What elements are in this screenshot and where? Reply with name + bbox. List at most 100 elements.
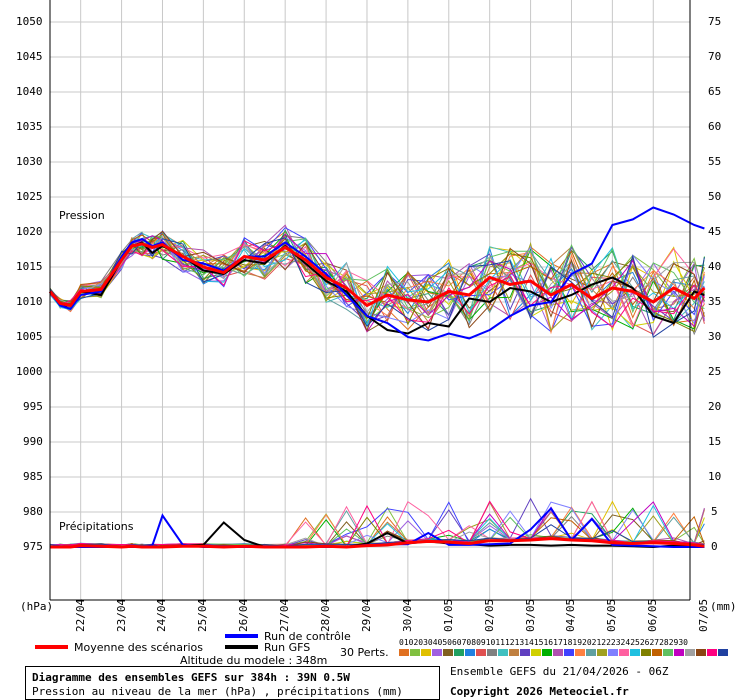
right-tick-label: 5 [711,505,718,518]
left-tick-label: 1005 [16,330,43,343]
chart-axes [49,0,691,601]
left-tick-label: 995 [23,400,43,413]
pert-swatch [674,649,684,656]
pert-swatch [718,649,728,656]
x-tick-label: 22/04 [73,598,87,632]
chart-subtitle: Pression au niveau de la mer (hPa) , pré… [32,685,403,698]
pert-swatch [432,649,442,656]
pert-swatch [487,649,497,656]
right-tick-label: 35 [708,295,722,308]
x-tick-label: 06/05 [646,598,660,632]
x-tick-label: 05/05 [605,598,619,632]
right-tick-label: 60 [708,120,722,133]
pert-swatch [399,649,409,656]
right-tick-label: 20 [708,400,722,413]
pert-swatch [421,649,431,656]
right-tick-label: 10 [708,470,722,483]
left-tick-label: 980 [23,505,43,518]
pert-swatch [465,649,475,656]
pert-swatch [575,649,585,656]
pert-swatch [641,649,651,656]
pert-swatch [564,649,574,656]
x-tick-label: 30/04 [400,598,414,632]
ensemble-info: Ensemble GEFS du 21/04/2026 - 06Z [450,665,669,678]
right-tick-label: 70 [708,50,722,63]
right-tick-label: 50 [708,190,722,203]
left-tick-label: 1015 [16,260,43,273]
left-tick-label: 990 [23,435,43,448]
right-tick-label: 15 [708,435,722,448]
pert-swatch [553,649,563,656]
left-tick-label: 1045 [16,50,43,63]
control-pressure-line [49,206,705,342]
left-tick-label: 1010 [16,295,43,308]
left-tick-label: 1050 [16,15,43,28]
x-tick-label: 07/05 [697,598,711,632]
right-tick-label: 55 [708,155,722,168]
pert-swatch [542,649,552,656]
legend-control-label: Run de contrôle [264,630,351,643]
mean-precip-line [50,537,705,549]
right-tick-label: 65 [708,85,722,98]
x-tick-label: 25/04 [196,598,210,632]
left-tick-label: 1030 [16,155,43,168]
x-tick-label: 27/04 [278,598,292,632]
right-tick-label: 25 [708,365,722,378]
right-tick-label: 30 [708,330,722,343]
x-tick-label: 23/04 [114,598,128,632]
pert-swatch [586,649,596,656]
pert-swatch [454,649,464,656]
left-tick-label: 1040 [16,85,43,98]
pert-swatch [520,649,530,656]
right-tick-label: 75 [708,15,722,28]
pert-swatch [498,649,508,656]
right-tick-label: 0 [711,540,718,553]
legend-perts-label: 30 Perts. [340,646,389,659]
altitude-label: Altitude du modele : 348m [180,654,328,667]
perturbation-lines [49,224,705,548]
legend-mean-label: Moyenne des scénarios [74,641,203,654]
main-series [48,206,706,549]
left-tick-label: 1020 [16,225,43,238]
copyright: Copyright 2026 Meteociel.fr [450,685,629,698]
legend-gfs-label: Run GFS [264,641,311,654]
left-tick-label: 1035 [16,120,43,133]
chart-title: Diagramme des ensembles GEFS sur 384h : … [32,671,350,684]
pert-swatch [663,649,673,656]
x-tick-label: 04/05 [564,598,578,632]
x-tick-label: 02/05 [482,598,496,632]
right-tick-label: 45 [708,225,722,238]
left-tick-label: 985 [23,470,43,483]
x-tick-label: 26/04 [237,598,251,632]
pert-swatch [696,649,706,656]
right-axis-unit: (mm) [710,600,737,613]
pert-swatch [608,649,618,656]
x-tick-label: 29/04 [359,598,373,632]
pert-swatch [630,649,640,656]
pert-swatch [619,649,629,656]
pert-swatch [685,649,695,656]
x-tick-label: 01/05 [441,598,455,632]
x-tick-label: 24/04 [155,598,169,632]
precip-annotation: Précipitations [59,520,134,533]
pert-swatch [509,649,519,656]
pert-swatch [476,649,486,656]
pert-swatch [707,649,717,656]
pert-swatch [597,649,607,656]
left-tick-label: 1000 [16,365,43,378]
mean-pressure-line [48,242,706,308]
right-tick-label: 40 [708,260,722,273]
legend-lines [35,634,258,649]
left-axis-unit: (hPa) [20,600,54,613]
pert-swatch [443,649,453,656]
pert-pressure-line [49,240,705,332]
left-tick-label: 975 [23,540,43,553]
pert-pressure-line [49,231,705,325]
left-tick-label: 1025 [16,190,43,203]
x-tick-label: 28/04 [319,598,333,632]
pert-swatch [531,649,541,656]
pert-pressure-line [49,240,705,328]
title-box: Diagramme des ensembles GEFS sur 384h : … [25,666,440,700]
pert-swatch [652,649,662,656]
pert-precip-line [49,524,705,548]
